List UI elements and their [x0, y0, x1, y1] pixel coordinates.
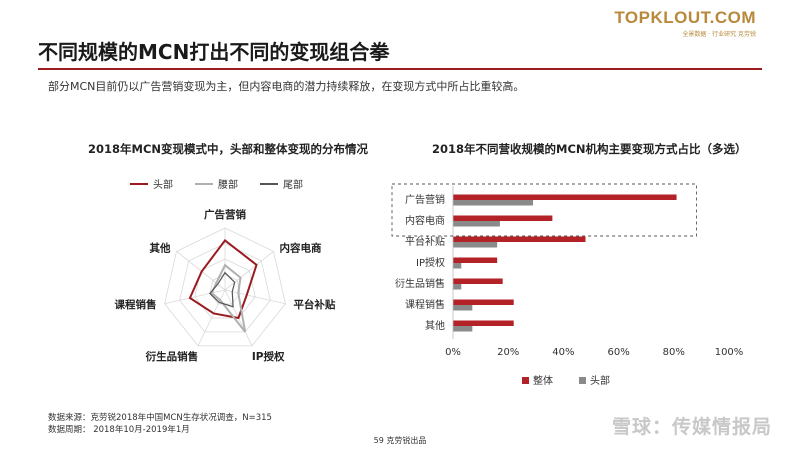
radar-axis-label: 平台补贴	[293, 298, 335, 311]
bar-legend: 整体 头部	[522, 372, 610, 387]
radar-spoke	[224, 251, 274, 291]
bar-overall	[453, 278, 503, 284]
data-source: 数据来源：克劳锐2018年中国MCN生存状况调查，N=315 数据周期： 201…	[48, 412, 272, 436]
bar-tick-label: 80%	[663, 347, 685, 358]
bar-head	[453, 263, 462, 269]
title-divider	[38, 68, 762, 70]
radar-grid-ring-3	[164, 227, 286, 347]
bar-head	[453, 326, 473, 332]
radar-legend: 头部 腰部 尾部	[130, 176, 303, 191]
source-line-2: 数据周期： 2018年10月-2019年1月	[48, 425, 190, 435]
brand-logo-text: TOPKLOUT.COM	[614, 8, 756, 27]
legend-label-waist: 腰部	[218, 180, 238, 191]
bar-category-label: 课程销售	[405, 298, 445, 311]
legend-item-overall: 整体	[522, 372, 553, 387]
bar-category-label: 内容电商	[405, 214, 445, 227]
highlight-box	[391, 183, 698, 237]
bar-tick-label: 100%	[715, 347, 744, 358]
bar-head	[453, 221, 500, 227]
page-title: 不同规模的MCN打出不同的变现组合拳	[38, 40, 390, 64]
bar-overall	[453, 236, 586, 242]
bar-head	[453, 305, 473, 311]
radar-axis-label: 课程销售	[115, 298, 157, 311]
page-subtitle: 部分MCN目前仍以广告营销变现为主，但内容电商的潜力持续释放，在变现方式中所占比…	[48, 80, 525, 93]
legend-item-head: 头部	[130, 176, 173, 191]
bar-overall	[453, 257, 498, 263]
legend-item-tail: 尾部	[260, 176, 303, 191]
bar-tick-label: 20%	[497, 347, 519, 358]
legend-swatch-tail	[260, 182, 278, 185]
bar-tick-label: 60%	[607, 347, 629, 358]
bar-category-label: 其他	[425, 319, 445, 332]
bar-overall	[453, 320, 514, 326]
radar-axis-label: 其他	[150, 241, 171, 254]
legend-swatch-head	[130, 182, 148, 185]
watermark: 雪球：传媒情报局	[611, 416, 772, 438]
legend-label-overall: 整体	[533, 376, 553, 387]
bar-head	[453, 200, 534, 206]
legend-swatch-head-bar	[579, 377, 586, 384]
bar-overall	[453, 194, 677, 200]
bar-chart-title: 2018年不同营收规模的MCN机构主要变现方式占比（多选）	[432, 142, 747, 156]
legend-label-tail: 尾部	[283, 180, 303, 191]
radar-spoke	[164, 289, 226, 305]
radar-spoke	[224, 289, 286, 305]
bar-overall	[453, 215, 553, 221]
radar-axis-label: 衍生品销售	[145, 350, 199, 363]
brand-logo: TOPKLOUT.COM 全景数据 · 行业研究 克劳锐	[614, 8, 756, 38]
radar-series-2	[209, 271, 236, 308]
bar-category-label: IP授权	[416, 256, 445, 269]
brand-tagline: 全景数据 · 行业研究 克劳锐	[682, 31, 756, 38]
radar-grid-ring-2	[179, 243, 271, 333]
radar-axis-label: 广告营销	[204, 208, 246, 221]
radar-axis-label: 内容电商	[279, 241, 321, 254]
bar-tick-label: 0%	[445, 347, 461, 358]
bar-overall	[453, 299, 514, 305]
legend-item-head-bar: 头部	[579, 372, 610, 387]
bar-category-label: 衍生品销售	[395, 277, 445, 290]
bar-head	[453, 242, 498, 248]
radar-series-1	[210, 263, 247, 333]
bar-category-label: 平台补贴	[405, 235, 445, 248]
radar-series-0	[188, 238, 258, 320]
bar-head	[453, 284, 462, 290]
bar-tick-label: 40%	[552, 347, 574, 358]
legend-item-waist: 腰部	[195, 176, 238, 191]
source-line-1: 数据来源：克劳锐2018年中国MCN生存状况调查，N=315	[48, 413, 272, 423]
legend-swatch-waist	[195, 182, 213, 185]
page-footer: 59 克劳锐出品	[373, 436, 427, 445]
legend-label-head-bar: 头部	[590, 376, 610, 387]
radar-axis-label: IP授权	[252, 350, 285, 363]
legend-swatch-overall	[522, 377, 529, 384]
bar-category-label: 广告营销	[405, 193, 445, 206]
legend-label-head: 头部	[153, 180, 173, 191]
radar-chart-title: 2018年MCN变现模式中，头部和整体变现的分布情况	[88, 142, 369, 156]
